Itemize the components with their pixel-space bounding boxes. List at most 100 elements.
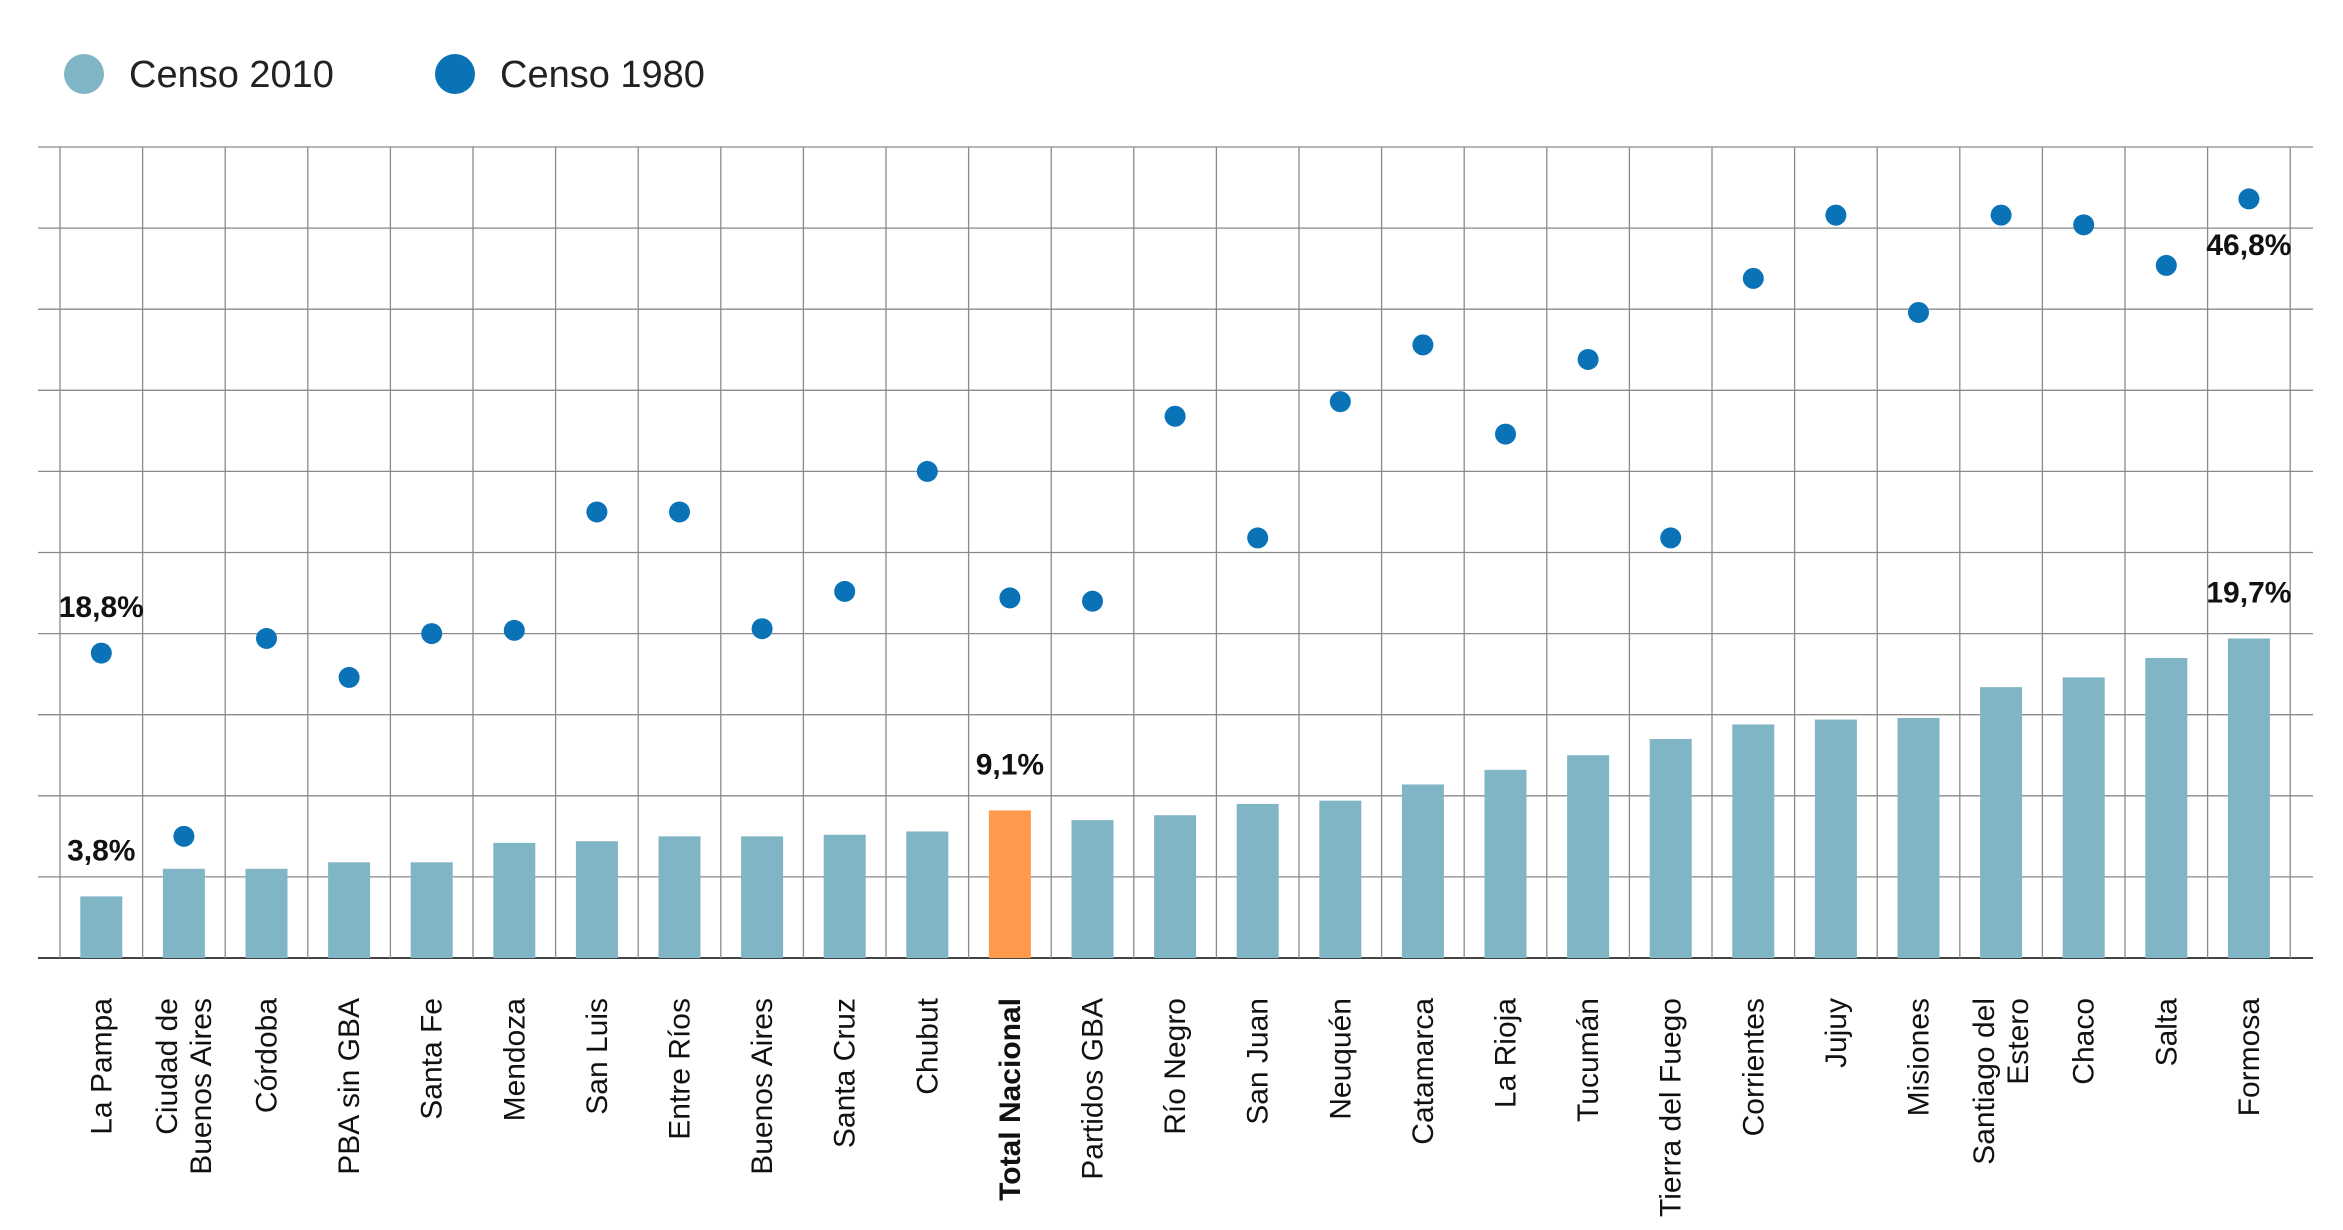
dot-point: [751, 618, 773, 640]
x-tick-label-line: La Pampa: [85, 998, 118, 1135]
x-tick-label: Tierra del Fuego: [1655, 998, 1688, 1217]
x-tick-label: Total Nacional: [994, 998, 1027, 1201]
legend: Censo 2010 Censo 1980: [64, 54, 705, 96]
x-tick-label: Ciudad deBuenos Aires: [151, 998, 218, 1175]
x-tick-label-line: Río Negro: [1159, 998, 1192, 1135]
x-tick-label: Entre Ríos: [664, 998, 697, 1140]
dot-point: [1742, 267, 1764, 289]
x-tick-label-line: Salta: [2150, 998, 2183, 1067]
dot-point: [999, 587, 1021, 609]
x-tick-label: Salta: [2150, 998, 2183, 1067]
data-label: 9,1%: [976, 748, 1044, 781]
x-tick-label-line: Neuquén: [1324, 998, 1357, 1120]
x-tick-label-line: Buenos Aires: [185, 998, 218, 1175]
data-label: 19,7%: [2206, 576, 2291, 609]
dot-point: [173, 825, 195, 847]
x-tick-label: La Pampa: [85, 998, 118, 1135]
grid: [38, 146, 2313, 959]
bar: [1649, 739, 1692, 958]
legend-label: Censo 2010: [129, 54, 334, 96]
dot-point: [834, 580, 856, 602]
x-tick-label-line: Entre Ríos: [664, 998, 697, 1140]
bar: [906, 831, 949, 958]
x-tick-label-line: San Juan: [1242, 998, 1275, 1125]
x-tick-label-line: Santiago del: [1968, 998, 2001, 1165]
bar: [1236, 803, 1279, 958]
bar: [2145, 657, 2188, 958]
x-tick-label-line: Partidos GBA: [1077, 998, 1110, 1180]
dot-point: [421, 623, 443, 645]
x-tick-label: Corrientes: [1737, 998, 1770, 1136]
bar: [1401, 784, 1444, 958]
x-tick-label-line: Ciudad de: [151, 998, 184, 1135]
x-tick-label-line: Chaco: [2068, 998, 2101, 1085]
bar-highlight: [988, 810, 1031, 958]
bar: [80, 896, 123, 958]
x-tick-label-line: San Luis: [581, 998, 614, 1115]
legend-swatch: [435, 54, 475, 94]
x-tick-label: Santa Cruz: [829, 998, 862, 1148]
dot-series: [90, 188, 2260, 847]
x-tick-label: Córdoba: [251, 998, 284, 1113]
bar: [245, 868, 288, 958]
x-tick-label: Formosa: [2233, 998, 2266, 1117]
x-tick-label: Chubut: [911, 997, 944, 1094]
x-tick-label: Misiones: [1903, 998, 1936, 1116]
x-tick-label: Partidos GBA: [1077, 998, 1110, 1180]
x-tick-label-line: Santa Cruz: [829, 998, 862, 1148]
dot-point: [1990, 204, 2012, 226]
x-tick-label: Jujuy: [1820, 998, 1853, 1068]
bar: [575, 841, 618, 958]
x-tick-label-line: Buenos Aires: [746, 998, 779, 1175]
dot-point: [2238, 188, 2260, 210]
x-tick-label: Chaco: [2068, 998, 2101, 1085]
dot-point: [1908, 301, 1929, 323]
x-tick-label: Santa Fe: [416, 998, 449, 1120]
dot-point: [1247, 527, 1269, 549]
x-tick-label-line: Santa Fe: [416, 998, 449, 1120]
x-tick-label-line: Catamarca: [1407, 998, 1440, 1145]
x-tick-label-line: Córdoba: [251, 998, 284, 1113]
x-tick-label: Catamarca: [1407, 998, 1440, 1145]
dot-point: [1495, 423, 1516, 445]
dot-point: [916, 460, 938, 482]
x-tick-labels: La Pampa Ciudad deBuenos Aires Córdoba PBA …: [85, 997, 2266, 1217]
bar: [1154, 815, 1197, 958]
bar: [2227, 638, 2270, 958]
x-tick-label: Neuquén: [1324, 998, 1357, 1120]
bar-series: [80, 638, 2270, 958]
bar: [658, 836, 701, 958]
dot-point: [669, 501, 690, 523]
bar: [1980, 687, 2023, 958]
x-tick-label-line: Corrientes: [1737, 998, 1770, 1136]
x-tick-label: Buenos Aires: [746, 998, 779, 1175]
x-tick-label: Mendoza: [498, 998, 531, 1122]
bar: [1814, 719, 1857, 958]
dot-point: [1825, 204, 1847, 226]
x-tick-label-line: Misiones: [1903, 998, 1936, 1116]
x-tick-label-line: Jujuy: [1820, 998, 1853, 1068]
bar: [1071, 820, 1114, 958]
dot-point: [2073, 214, 2095, 236]
x-tick-label-line: Formosa: [2233, 998, 2266, 1117]
dot-point: [256, 627, 277, 649]
bar: [1732, 724, 1775, 958]
x-tick-label-line: Estero: [2002, 998, 2035, 1085]
dot-point: [1082, 590, 1103, 612]
x-tick-label: Tucumán: [1572, 998, 1605, 1122]
bar: [1319, 800, 1362, 958]
x-tick-label: La Rioja: [1490, 998, 1523, 1108]
x-tick-label-line: PBA sin GBA: [333, 998, 366, 1175]
data-labels: 3,8% 18,8% 9,1% 19,7% 46,8%: [59, 229, 2292, 867]
data-label: 3,8%: [67, 834, 135, 867]
bar: [410, 862, 453, 958]
x-tick-label-line: Chubut: [911, 997, 944, 1094]
dot-point: [1329, 391, 1351, 413]
x-tick-label-line: Tierra del Fuego: [1655, 998, 1688, 1217]
x-tick-label: San Luis: [581, 998, 614, 1115]
bar: [823, 834, 866, 958]
dot-point: [503, 619, 525, 641]
x-tick-label: San Juan: [1242, 998, 1275, 1125]
